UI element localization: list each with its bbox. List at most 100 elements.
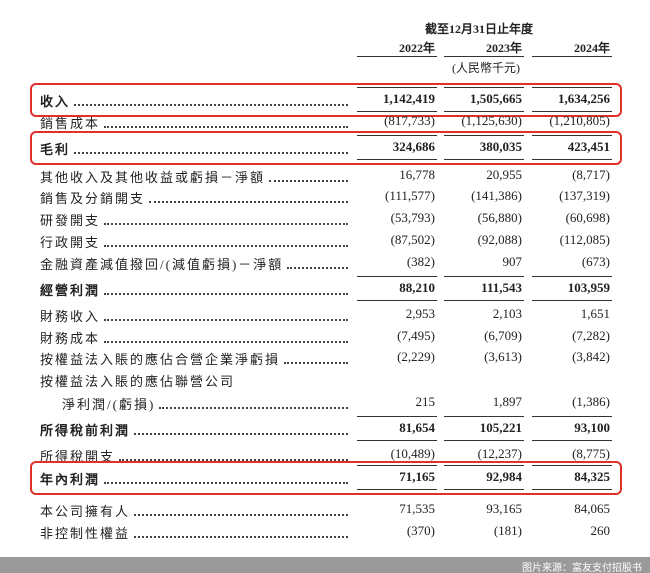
highlight-box xyxy=(30,461,622,495)
header-rule xyxy=(444,56,524,57)
cell-value: (3,613) xyxy=(484,349,522,364)
row-label: 銷售及分銷開支 xyxy=(40,188,354,207)
label-text: 研發開支 xyxy=(40,213,101,228)
row-label: 毛利 xyxy=(40,139,354,158)
source: 图片来源：富友支付招股书 xyxy=(522,563,642,573)
cell-value: (10,489) xyxy=(390,446,435,461)
leader-dots xyxy=(104,482,348,484)
label-text: 其他收入及其他收益或虧損－淨額 xyxy=(40,170,266,185)
row-label: 銷售成本 xyxy=(40,113,354,132)
cell-value: (6,709) xyxy=(484,328,522,343)
cell-value: (7,495) xyxy=(397,328,435,343)
row-label: 所得稅開支 xyxy=(40,446,354,465)
row-label: 經營利潤 xyxy=(40,280,354,299)
label-text: 財務成本 xyxy=(40,331,101,346)
highlight-box xyxy=(30,83,622,117)
leader-dots xyxy=(104,341,348,343)
leader-dots xyxy=(119,459,348,461)
cell-value: (87,502) xyxy=(390,232,435,247)
subtotal-rule xyxy=(357,440,437,441)
subtotal-rule xyxy=(444,440,524,441)
cell-value: 20,955 xyxy=(486,167,522,182)
label-text: 本公司擁有人 xyxy=(40,504,131,519)
cell-value: 103,959 xyxy=(567,280,610,295)
label-text: 財務收入 xyxy=(40,309,101,324)
cell-value: (111,577) xyxy=(385,188,435,203)
row-label: 財務收入 xyxy=(40,306,354,325)
label-text: 毛利 xyxy=(40,142,71,157)
subtotal-rule xyxy=(357,87,437,88)
cell-value: (92,088) xyxy=(477,232,522,247)
cell-value: 907 xyxy=(502,254,523,269)
row-label: 金融資產減值撥回/(減值虧損)－淨額 xyxy=(40,254,354,273)
cell-value: (817,733) xyxy=(384,113,435,128)
subtotal-rule xyxy=(532,111,612,112)
label-text: 銷售成本 xyxy=(40,116,101,131)
subtotal-rule xyxy=(357,135,437,136)
unit: (人民幣千元) xyxy=(452,61,520,75)
row-label: 行政開支 xyxy=(40,232,354,251)
cell-value: 260 xyxy=(590,523,611,538)
cell-value: (673) xyxy=(581,254,610,269)
row-label: 年內利潤 xyxy=(40,469,354,488)
leader-dots xyxy=(74,104,348,106)
cell-value: 324,686 xyxy=(392,139,435,154)
row-label: 其他收入及其他收益或虧損－淨額 xyxy=(40,167,354,186)
row-label: 非控制性權益 xyxy=(40,523,354,542)
subtotal-rule xyxy=(357,416,437,417)
subtotal-rule xyxy=(532,416,612,417)
leader-dots xyxy=(134,536,348,538)
leader-dots xyxy=(287,267,348,269)
cell-value: 1,651 xyxy=(580,306,610,321)
cell-value: 215 xyxy=(415,394,436,409)
row-label: 按權益法入賬的應佔合營企業淨虧損 xyxy=(40,349,354,368)
subtotal-rule xyxy=(532,276,612,277)
cell-value: 84,325 xyxy=(574,469,610,484)
cell-value: 1,897 xyxy=(492,394,522,409)
label-text: 非控制性權益 xyxy=(40,526,131,541)
cell-value: (382) xyxy=(406,254,435,269)
subtotal-rule xyxy=(444,300,524,301)
subtotal-rule xyxy=(357,465,437,466)
cell-value: (53,793) xyxy=(390,210,435,225)
subtotal-rule xyxy=(357,159,437,160)
cell-value: (112,085) xyxy=(559,232,610,247)
subtotal-rule xyxy=(532,135,612,136)
cell-value: 71,535 xyxy=(399,501,435,516)
cell-value: 1,505,665 xyxy=(470,91,522,106)
subtotal-rule xyxy=(532,440,612,441)
cell-value: 92,984 xyxy=(486,469,522,484)
label-text: 按權益法入賬的應佔聯營公司 xyxy=(40,374,236,389)
leader-dots xyxy=(104,126,348,128)
label-text: 行政開支 xyxy=(40,235,101,250)
label-text: 年內利潤 xyxy=(40,472,101,487)
period: 截至12月31日止年度 xyxy=(425,22,534,36)
cell-value: (12,237) xyxy=(477,446,522,461)
subtotal-rule xyxy=(444,135,524,136)
subtotal-rule xyxy=(357,300,437,301)
subtotal-rule xyxy=(444,87,524,88)
cell-value: 105,221 xyxy=(479,420,522,435)
cell-value: (137,319) xyxy=(559,188,610,203)
cell-value: 1,634,256 xyxy=(558,91,610,106)
subtotal-rule xyxy=(532,87,612,88)
label-text: 淨利潤/(虧損) xyxy=(62,397,156,412)
row-label: 按權益法入賬的應佔聯營公司 xyxy=(40,371,235,390)
footer-bar: 图片来源：富友支付招股书 xyxy=(0,557,650,573)
cell-value: (1,210,805) xyxy=(549,113,610,128)
cell-value: 71,165 xyxy=(399,469,435,484)
subtotal-rule xyxy=(532,300,612,301)
subtotal-rule xyxy=(444,159,524,160)
subtotal-rule xyxy=(444,111,524,112)
cell-value: 423,451 xyxy=(567,139,610,154)
highlight-box xyxy=(30,131,622,165)
cell-value: (181) xyxy=(493,523,522,538)
subtotal-rule xyxy=(532,159,612,160)
cell-value: 2,953 xyxy=(405,306,435,321)
leader-dots xyxy=(74,152,348,154)
cell-value: 81,654 xyxy=(399,420,435,435)
label-text: 所得稅前利潤 xyxy=(40,423,131,438)
subtotal-rule xyxy=(357,489,437,490)
leader-dots xyxy=(134,433,348,435)
